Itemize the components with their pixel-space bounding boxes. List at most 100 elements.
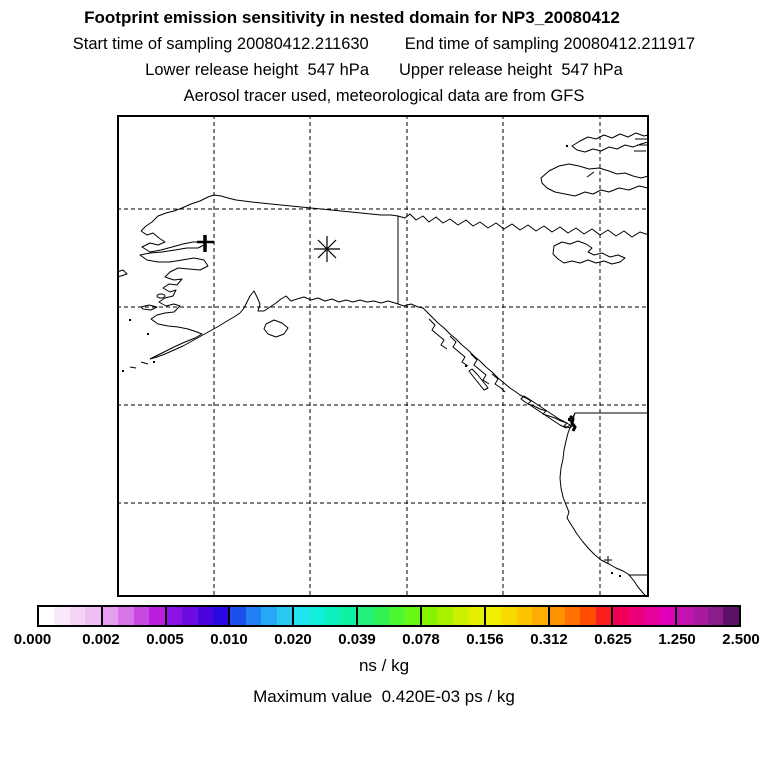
island-dots [122, 145, 621, 577]
colorbar-cell [245, 607, 262, 625]
colorbar-unit-label: ns / kg [358, 656, 410, 675]
kodiak-island [263, 319, 289, 338]
colorbar-tick-label: 0.156 [466, 631, 504, 648]
coastline-arctic [140, 194, 649, 238]
colorbar-tick-label: 1.250 [658, 631, 696, 648]
colorbar-tick-label: 0.020 [274, 631, 312, 648]
coastline-south-west [149, 290, 648, 597]
colorbar-cell [437, 607, 453, 625]
victoria-island [540, 163, 649, 197]
colorbar-cell [452, 607, 469, 625]
map-graticule [117, 115, 649, 597]
haida-gwaii-island [468, 368, 489, 391]
colorbar-cell [723, 607, 739, 625]
release-height-row: Lower release height 547 hPa Upper relea… [0, 57, 768, 83]
colorbar-cell [501, 607, 517, 625]
colorbar-cell [276, 607, 293, 625]
colorbar-cell [340, 607, 357, 625]
station-plus-marker [197, 235, 214, 252]
colorbar-cell [580, 607, 596, 625]
political-borders [397, 216, 649, 576]
colorbar-cell [708, 607, 724, 625]
puget-sound-inlets [568, 414, 577, 432]
banks-island [571, 132, 649, 153]
colorbar-cell [325, 607, 341, 625]
lower-release-text: Lower release height 547 hPa [145, 61, 369, 79]
plot-header: Footprint emission sensitivity in nested… [0, 4, 768, 109]
map-frame [117, 115, 649, 597]
colorbar-cell [69, 607, 86, 625]
colorbar-segment [677, 607, 739, 625]
panhandle-islands [470, 353, 490, 385]
colorbar-segment [549, 607, 614, 625]
colorbar-segment [102, 607, 167, 625]
colorbar-cell [373, 607, 389, 625]
panhandle-islands [491, 373, 506, 393]
coastlines [117, 132, 649, 597]
colorbar-cell [677, 607, 693, 625]
colorbar-tick-label: 0.078 [402, 631, 440, 648]
colorbar-cell [85, 607, 101, 625]
colorbar-cell [309, 607, 326, 625]
panhandle-islands [428, 318, 448, 350]
colorbar-segment [485, 607, 550, 625]
colorbar-segment [294, 607, 359, 625]
victoria-island-spike [586, 171, 595, 178]
colorbar-cell [166, 607, 183, 625]
colorbar-cell [54, 607, 70, 625]
colorbar-cell [659, 607, 676, 625]
colorbar-cell [516, 607, 533, 625]
start-time-text: Start time of sampling 20080412.211630 [72, 35, 369, 53]
chukotka-coast-fragment [117, 269, 128, 278]
vancouver-island [520, 395, 571, 429]
colorbar-cell [388, 607, 405, 625]
end-time-text: End time of sampling 20080412.211917 [404, 35, 696, 53]
colorbar-tick-label: 0.010 [210, 631, 248, 648]
colorbar-tick-label: 0.000 [13, 631, 52, 648]
colorbar-segment [230, 607, 295, 625]
colorbar-segment [358, 607, 422, 625]
colorbar-cell [230, 607, 246, 625]
colorbar-cell [118, 607, 134, 625]
coastline-west-alaska [139, 230, 209, 360]
plot-title: Footprint emission sensitivity in nested… [84, 8, 620, 27]
colorbar-tick-label: 0.002 [82, 631, 120, 648]
nunivak-island [156, 293, 166, 299]
aleutian-island [129, 366, 137, 369]
release-point-marker [314, 236, 340, 262]
panhandle-islands [449, 335, 469, 367]
colorbar-segment [39, 607, 103, 625]
colorbar [37, 605, 741, 627]
colorbar-cell [628, 607, 645, 625]
colorbar-cell [294, 607, 310, 625]
colorbar-tick-label: 0.625 [594, 631, 632, 648]
colorbar-cell [595, 607, 612, 625]
tracer-info-text: Aerosol tracer used, meteorological data… [183, 87, 585, 105]
colorbar-cell [149, 607, 165, 625]
colorbar-labels: 0.000 0.002 0.005 0.010 0.020 0.039 0.078 0.156… [14, 631, 760, 649]
colorbar-segment [613, 607, 678, 625]
colorbar-cell [197, 607, 213, 625]
sampling-time-row: Start time of sampling 20080412.211630 E… [0, 31, 768, 57]
colorbar-cell [421, 607, 438, 625]
colorbar-cell [404, 607, 420, 625]
upper-release-text: Upper release height 547 hPa [399, 61, 623, 79]
colorbar-cell [468, 607, 484, 625]
great-bear-lake [552, 240, 626, 265]
aleutian-island [140, 361, 149, 365]
colorbar-cell [549, 607, 565, 625]
colorbar-cell [485, 607, 502, 625]
colorbar-cell [102, 607, 119, 625]
colorbar-cell [358, 607, 374, 625]
colorbar-cell [692, 607, 709, 625]
colorbar-cell [564, 607, 581, 625]
colorbar-tick-label: 0.005 [146, 631, 184, 648]
st-lawrence-island [140, 304, 158, 311]
colorbar-cell [644, 607, 660, 625]
colorbar-cell [212, 607, 229, 625]
maximum-value-text: Maximum value 0.420E-03 ps / kg [253, 687, 515, 706]
colorbar-cell [613, 607, 629, 625]
map-panel [117, 115, 649, 597]
colorbar-cell [182, 607, 198, 625]
